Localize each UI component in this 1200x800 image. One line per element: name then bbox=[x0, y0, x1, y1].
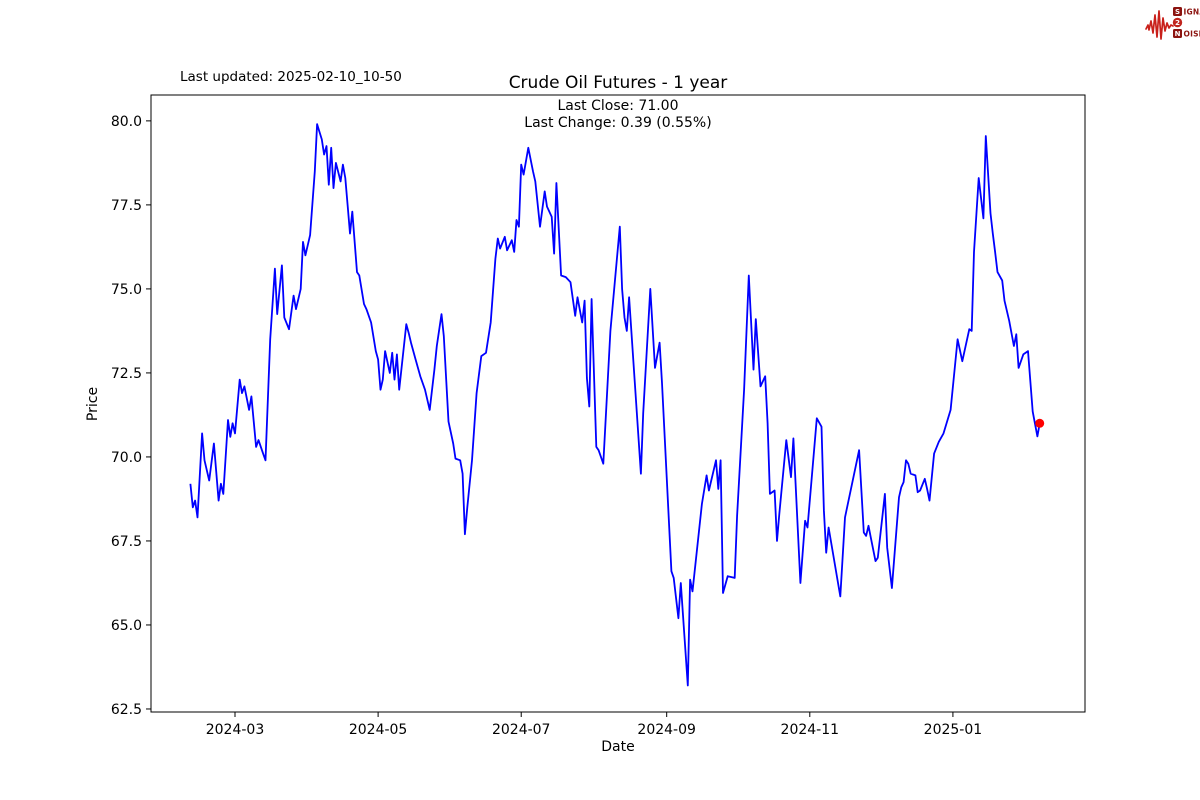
x-tick-label: 2024-07 bbox=[492, 722, 551, 738]
logo-n-box bbox=[1173, 29, 1182, 38]
logo-ignal-text: IGNAL bbox=[1184, 8, 1200, 17]
last-price-marker bbox=[1035, 418, 1045, 428]
logo-2-letter: 2 bbox=[1175, 19, 1180, 27]
logo-waveform-icon bbox=[1145, 10, 1174, 40]
price-series bbox=[189, 123, 1045, 687]
x-tick-label: 2024-11 bbox=[781, 722, 840, 738]
y-tick-label: 62.5 bbox=[111, 702, 142, 718]
y-axis-label: Price bbox=[85, 387, 101, 421]
plot-border bbox=[150, 94, 1086, 713]
x-tick-label: 2024-05 bbox=[349, 722, 408, 738]
price-line bbox=[189, 123, 1041, 687]
y-axis: 62.5 65.0 67.5 70.0 72.5 75.0 77.5 80.0 bbox=[111, 114, 151, 718]
logo-2-circle bbox=[1172, 17, 1183, 28]
x-tick-label: 2025-01 bbox=[924, 722, 983, 738]
logo-n-letter: N bbox=[1175, 30, 1181, 38]
chart-title: Crude Oil Futures - 1 year bbox=[509, 73, 728, 93]
y-tick-label: 72.5 bbox=[111, 366, 142, 382]
x-tick-label: 2024-03 bbox=[206, 722, 265, 738]
y-tick-label: 65.0 bbox=[111, 618, 142, 634]
y-tick-label: 80.0 bbox=[111, 114, 142, 130]
logo-signal-2-noise: S IGNAL 2 N OISE bbox=[1145, 7, 1200, 40]
x-axis: 2024-03 2024-05 2024-07 2024-09 2024-11 2025-… bbox=[206, 712, 982, 738]
logo-s-box bbox=[1173, 7, 1182, 16]
last-updated-text: Last updated: 2025-02-10_10-50 bbox=[180, 69, 402, 85]
y-tick-label: 70.0 bbox=[111, 450, 142, 466]
x-axis-label: Date bbox=[601, 739, 634, 755]
y-tick-label: 77.5 bbox=[111, 198, 142, 214]
annotation-last-close: Last Close: 71.00 bbox=[558, 98, 679, 114]
y-tick-label: 67.5 bbox=[111, 534, 142, 550]
y-tick-label: 75.0 bbox=[111, 282, 142, 298]
annotation-last-change: Last Change: 0.39 (0.55%) bbox=[524, 115, 711, 131]
x-tick-label: 2024-09 bbox=[637, 722, 696, 738]
logo-oise-text: OISE bbox=[1184, 30, 1200, 39]
logo-s-letter: S bbox=[1175, 8, 1180, 16]
